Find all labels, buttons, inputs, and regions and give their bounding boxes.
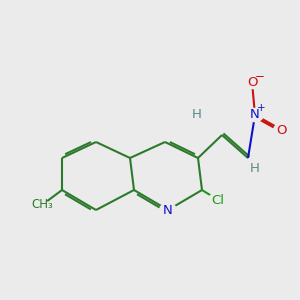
Text: −: − (255, 70, 264, 83)
Ellipse shape (274, 123, 290, 136)
Ellipse shape (160, 203, 176, 217)
Text: O: O (277, 124, 287, 136)
Text: H: H (250, 161, 260, 175)
Ellipse shape (247, 108, 263, 122)
Text: H: H (192, 109, 202, 122)
Text: Cl: Cl (212, 194, 224, 206)
Ellipse shape (250, 163, 260, 173)
Ellipse shape (34, 201, 50, 209)
Text: N: N (250, 109, 260, 122)
Ellipse shape (192, 110, 203, 120)
Text: N: N (163, 203, 173, 217)
Text: +: + (257, 103, 266, 113)
Text: O: O (247, 76, 257, 88)
Ellipse shape (208, 194, 228, 207)
Ellipse shape (244, 75, 260, 88)
Text: CH₃: CH₃ (31, 199, 53, 212)
